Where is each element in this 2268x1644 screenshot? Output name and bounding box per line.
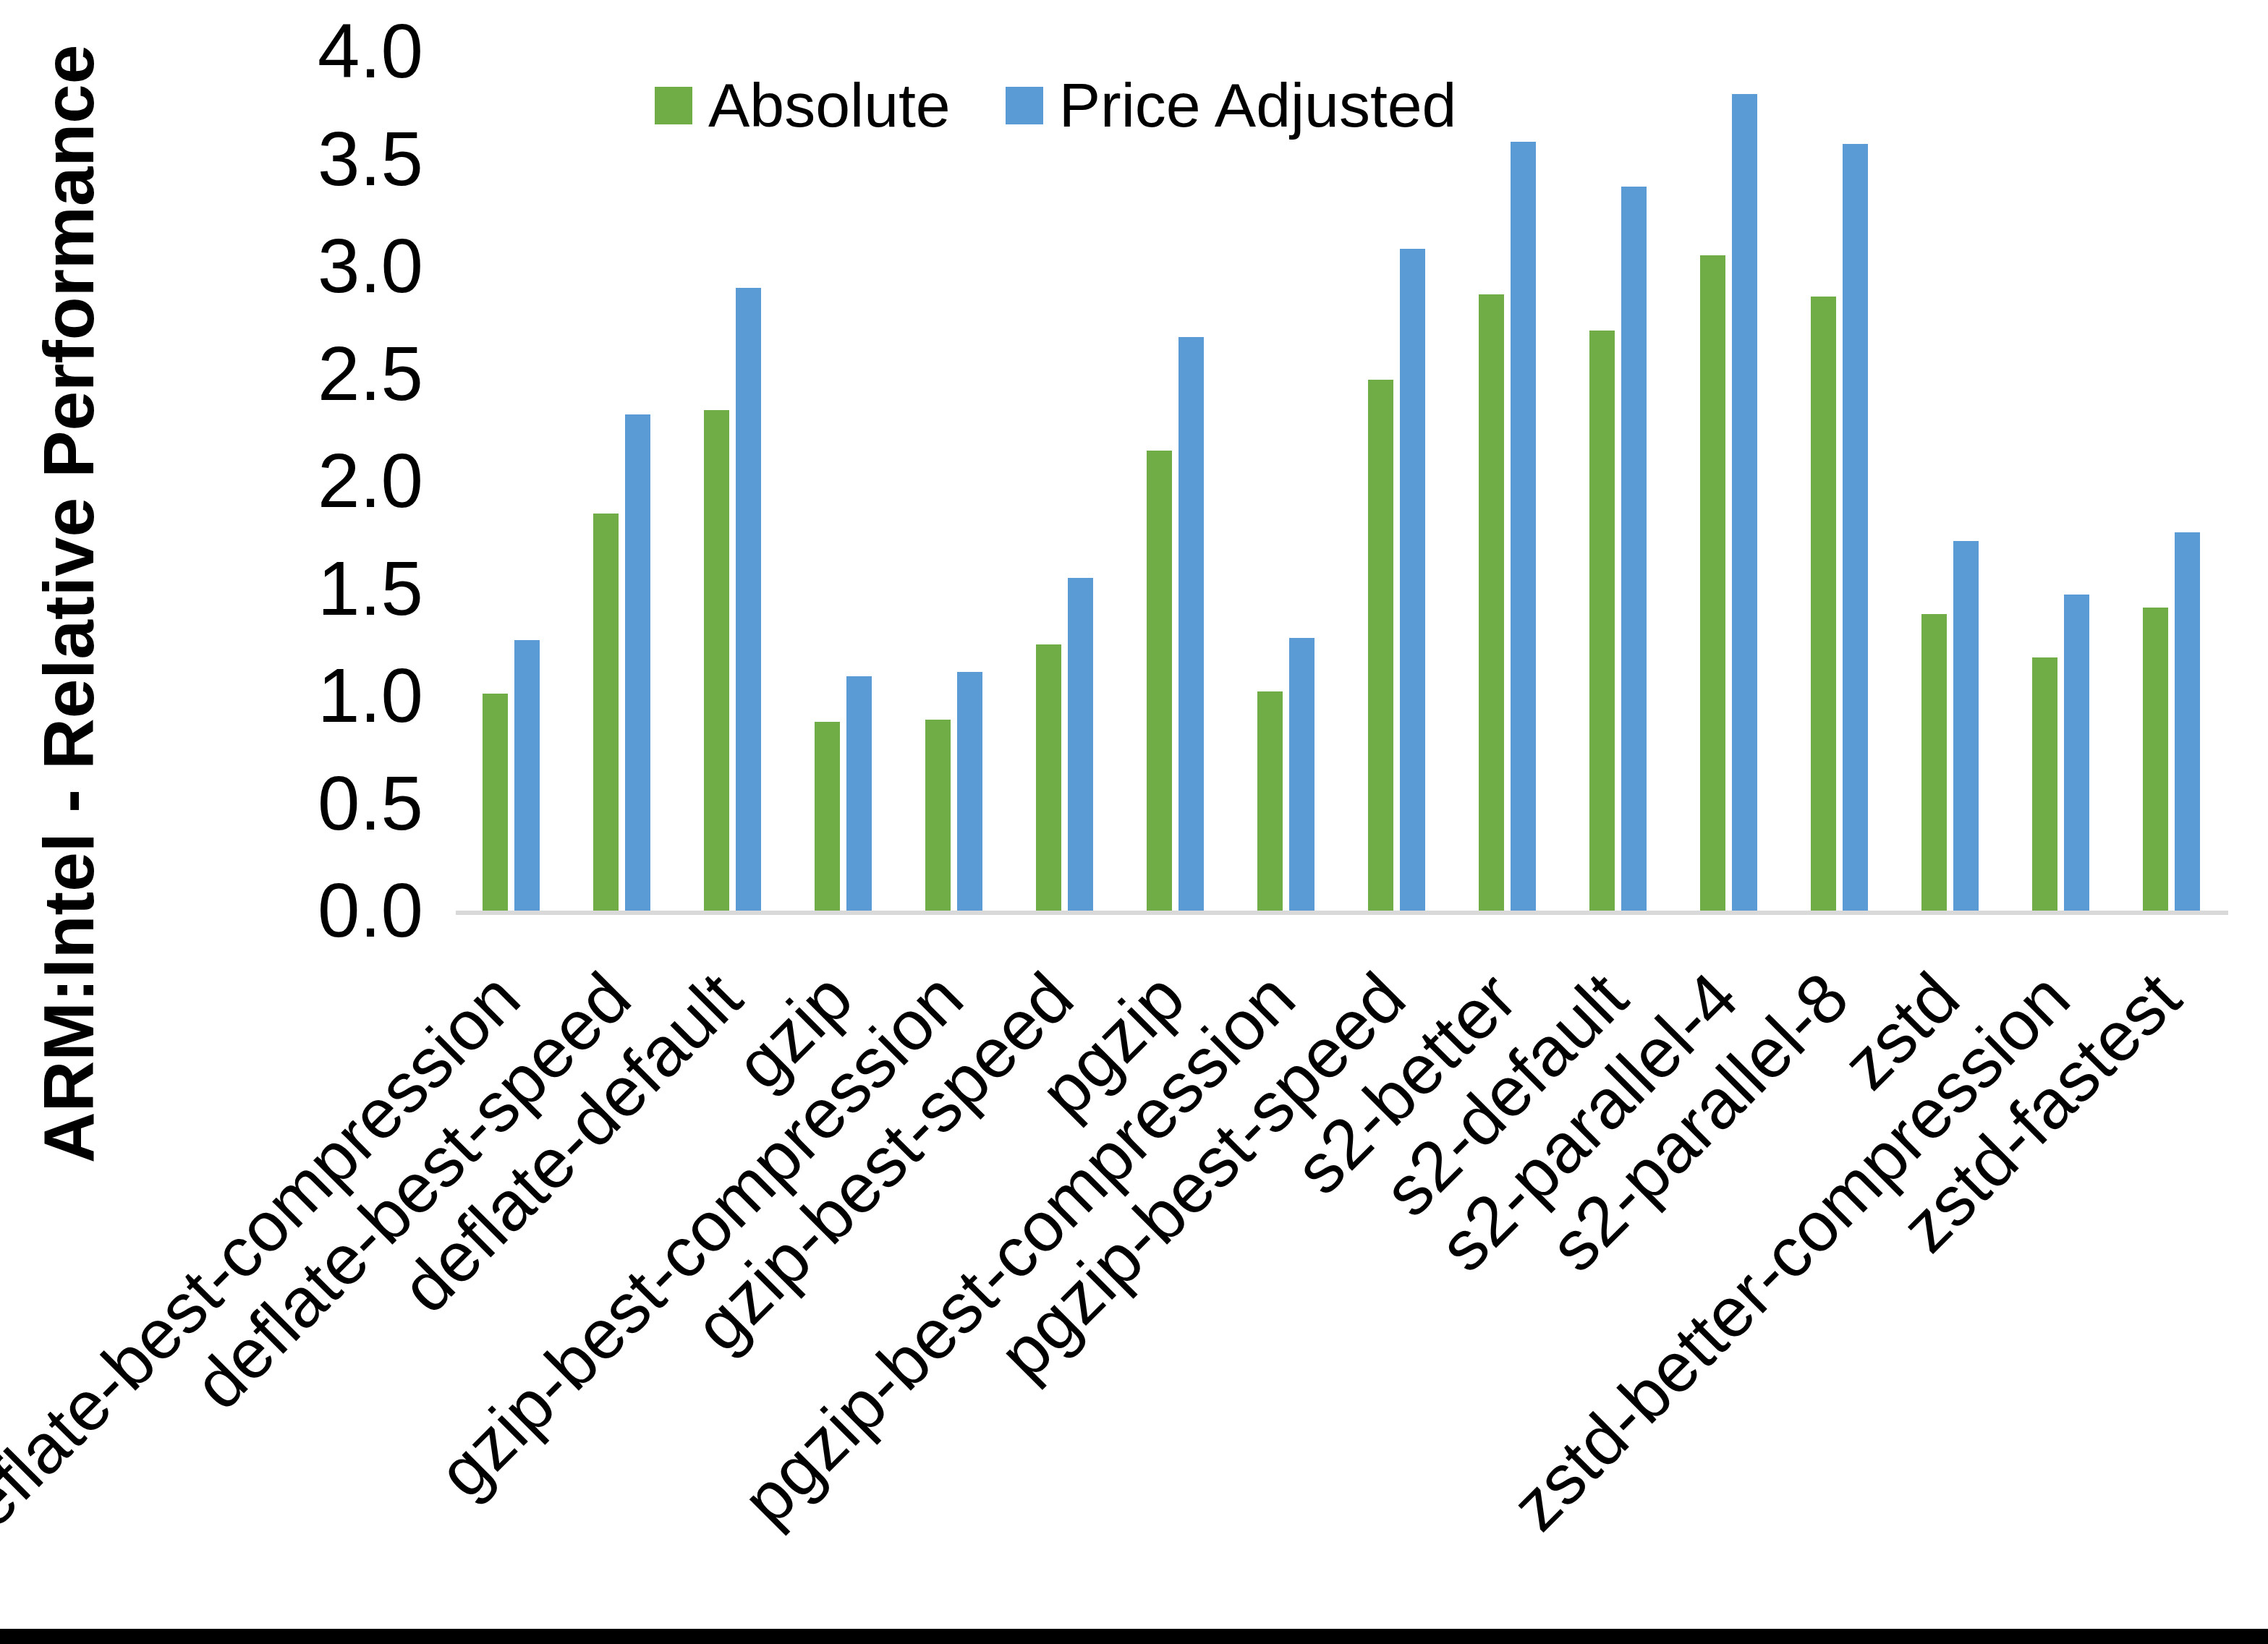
bar-absolute-pgzip (1147, 451, 1172, 911)
bar-price-adjusted-s2-parallel-4 (1732, 94, 1757, 911)
bar-chart: ARM:Intel - Relative Performance Absolut… (0, 0, 2268, 1644)
y-tick-label: 4.0 (318, 7, 423, 96)
bar-absolute-zstd-better-compression (2032, 657, 2057, 911)
bar-price-adjusted-gzip (846, 676, 872, 911)
y-tick-label: 1.0 (318, 651, 423, 741)
bar-absolute-s2-parallel-8 (1811, 297, 1836, 911)
legend-swatch-price-adjusted (1006, 87, 1043, 124)
bar-absolute-zstd-fastest (2143, 608, 2168, 911)
bar-price-adjusted-zstd-fastest (2175, 532, 2200, 911)
legend-label-absolute: Absolute (708, 69, 951, 141)
bar-absolute-deflate-default (704, 410, 729, 911)
bar-price-adjusted-deflate-best-compression (514, 640, 540, 911)
y-tick-label: 1.5 (318, 544, 423, 634)
y-tick-label: 2.5 (318, 329, 423, 419)
bar-absolute-s2-default (1589, 331, 1615, 911)
bar-price-adjusted-s2-better (1511, 142, 1536, 911)
bar-price-adjusted-gzip-best-speed (1068, 578, 1093, 911)
bar-price-adjusted-gzip-best-compression (957, 672, 982, 911)
legend-label-price-adjusted: Price Adjusted (1059, 69, 1457, 141)
bar-absolute-zstd (1921, 614, 1947, 911)
bar-price-adjusted-s2-default (1621, 187, 1647, 911)
bar-price-adjusted-pgzip-best-speed (1400, 249, 1425, 911)
y-tick-label: 3.0 (318, 221, 423, 311)
bar-absolute-deflate-best-compression (483, 694, 508, 911)
bar-absolute-gzip (815, 722, 840, 911)
bar-price-adjusted-pgzip (1178, 337, 1204, 911)
y-axis-title: ARM:Intel - Relative Performance (28, 45, 110, 1164)
legend: Absolute Price Adjusted (655, 69, 1456, 141)
bottom-border (0, 1629, 2268, 1644)
x-axis-line (456, 911, 2228, 915)
y-tick-label: 0.0 (318, 866, 423, 955)
y-tick-label: 0.5 (318, 759, 423, 848)
bar-price-adjusted-pgzip-best-compression (1289, 638, 1314, 911)
y-tick-label: 3.5 (318, 114, 423, 204)
bar-absolute-gzip-best-compression (925, 720, 951, 911)
bar-absolute-gzip-best-speed (1036, 644, 1061, 911)
bar-price-adjusted-zstd (1953, 541, 1979, 911)
y-tick-label: 2.0 (318, 436, 423, 526)
bar-price-adjusted-zstd-better-compression (2064, 595, 2089, 911)
bar-absolute-deflate-best-speed (593, 514, 619, 911)
bar-absolute-s2-parallel-4 (1700, 255, 1725, 911)
bar-absolute-s2-better (1479, 294, 1504, 911)
bar-absolute-pgzip-best-speed (1368, 380, 1393, 911)
legend-swatch-absolute (655, 87, 692, 124)
bar-price-adjusted-deflate-default (736, 288, 761, 911)
bar-price-adjusted-deflate-best-speed (625, 414, 650, 911)
bar-absolute-pgzip-best-compression (1257, 691, 1283, 911)
bar-price-adjusted-s2-parallel-8 (1843, 144, 1868, 911)
